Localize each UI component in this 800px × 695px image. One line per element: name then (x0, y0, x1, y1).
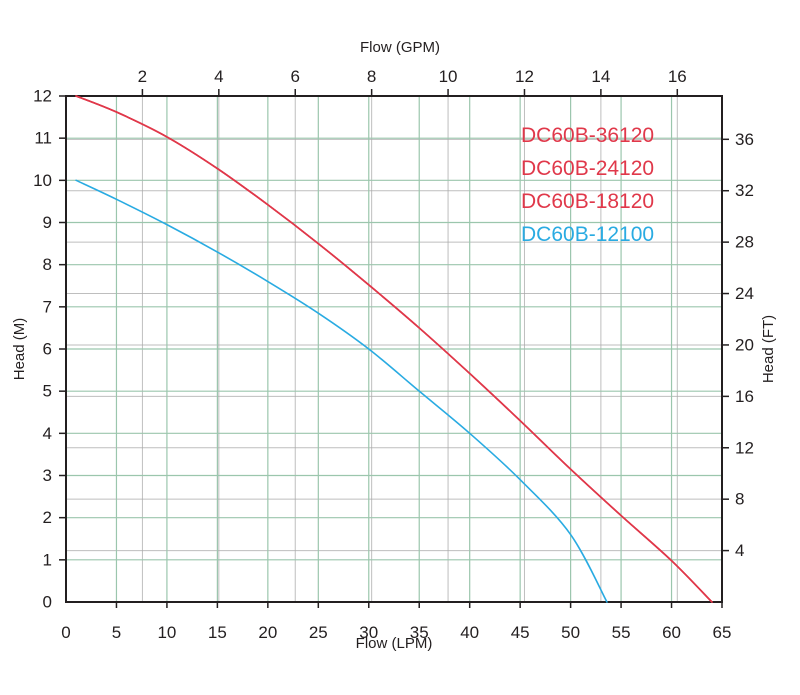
ticklabel-head-m: 5 (43, 382, 52, 401)
ticklabel-gpm: 10 (439, 67, 458, 86)
ticklabel-lpm: 25 (309, 623, 328, 642)
legend-item-dc60b-12100: DC60B-12100 (521, 223, 654, 246)
ticklabel-gpm: 8 (367, 67, 376, 86)
ticklabel-gpm: 6 (291, 67, 300, 86)
axis-title-x-bottom: Flow (LPM) (356, 635, 433, 652)
ticklabel-lpm: 30 (359, 623, 378, 642)
ticklabel-lpm: 55 (612, 623, 631, 642)
ticklabel-gpm: 14 (591, 67, 610, 86)
ticklabel-head-ft: 36 (735, 130, 754, 149)
ticklabel-head-m: 1 (43, 550, 52, 569)
curve-dc60b-18120 (75, 95, 713, 603)
ticklabel-head-ft: 12 (735, 438, 754, 457)
ticklabel-lpm: 0 (61, 623, 70, 642)
ticklabel-head-m: 7 (43, 297, 52, 316)
legend-item-dc60b-18120: DC60B-18120 (521, 190, 654, 213)
ticklabel-head-ft: 16 (735, 387, 754, 406)
ticklabel-head-m: 6 (43, 340, 52, 359)
ticklabel-head-m: 12 (33, 87, 52, 106)
ticklabel-gpm: 16 (668, 67, 687, 86)
ticklabel-head-m: 9 (43, 213, 52, 232)
ticklabel-lpm: 65 (713, 623, 732, 642)
axis-title-x-top: Flow (GPM) (360, 39, 440, 56)
ticklabel-head-m: 10 (33, 171, 52, 190)
ticklabel-head-ft: 28 (735, 233, 754, 252)
ticklabel-head-ft: 8 (735, 490, 744, 509)
ticklabel-head-m: 4 (43, 424, 52, 443)
axis-title-y-left: Head (M) (11, 318, 28, 381)
legend-item-dc60b-36120: DC60B-36120 (521, 124, 654, 147)
ticklabel-head-m: 11 (34, 129, 52, 148)
ticklabel-gpm: 4 (214, 67, 223, 86)
ticklabel-gpm: 2 (138, 67, 147, 86)
ticklabel-lpm: 40 (460, 623, 479, 642)
ticklabel-head-m: 8 (43, 255, 52, 274)
axis-title-y-right: Head (FT) (760, 315, 777, 383)
curve-dc60b-12100 (75, 179, 608, 603)
ticklabel-head-m: 3 (43, 466, 52, 485)
ticklabel-lpm: 15 (208, 623, 227, 642)
ticklabel-head-ft: 20 (735, 335, 754, 354)
ticklabel-head-m: 0 (43, 593, 52, 612)
ticklabel-gpm: 12 (515, 67, 534, 86)
ticklabel-lpm: 50 (561, 623, 580, 642)
ticklabel-lpm: 45 (511, 623, 530, 642)
legend-item-dc60b-24120: DC60B-24120 (521, 157, 654, 180)
ticklabel-head-ft: 32 (735, 181, 754, 200)
ticklabel-lpm: 35 (410, 623, 429, 642)
ticklabel-lpm: 10 (157, 623, 176, 642)
ticklabel-lpm: 60 (662, 623, 681, 642)
ticklabel-head-ft: 24 (735, 284, 754, 303)
ticklabel-head-ft: 4 (735, 541, 744, 560)
ticklabel-lpm: 20 (258, 623, 277, 642)
ticklabel-head-m: 2 (43, 508, 52, 527)
ticklabel-lpm: 5 (112, 623, 121, 642)
